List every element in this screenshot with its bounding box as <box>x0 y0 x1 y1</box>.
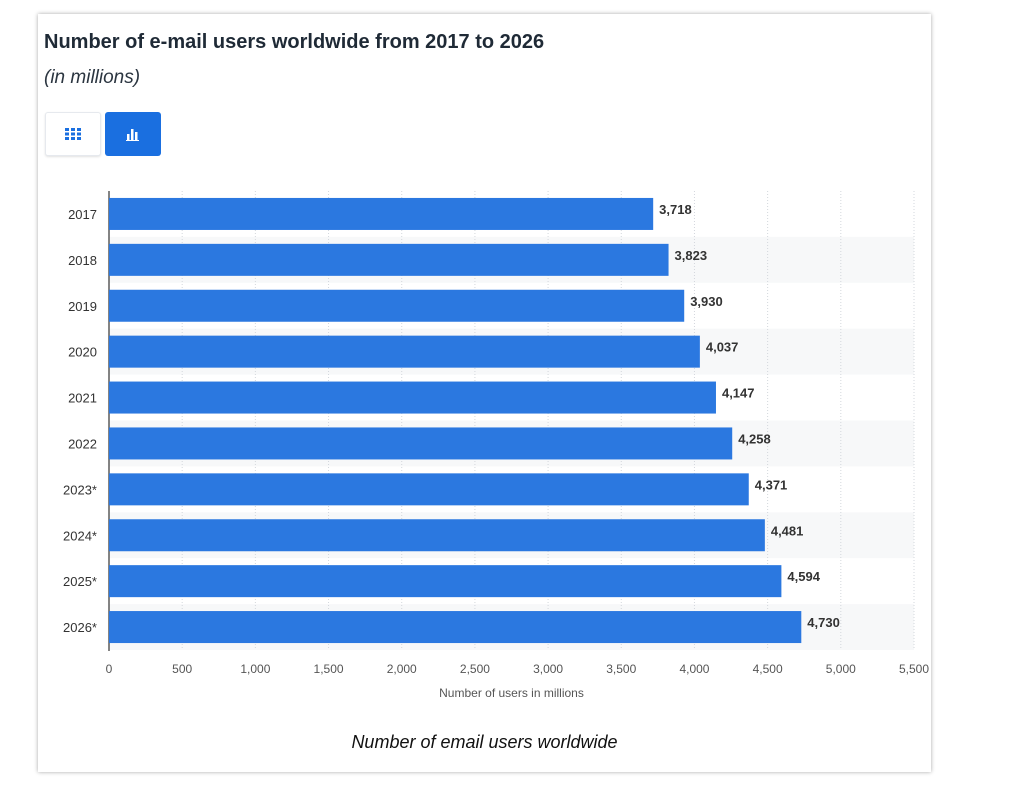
category-label: 2025* <box>63 574 97 589</box>
bar <box>109 197 654 230</box>
chart-card: Number of e-mail users worldwide from 20… <box>38 14 931 772</box>
x-tick-label: 0 <box>106 662 113 676</box>
bar <box>109 289 685 322</box>
value-label: 4,147 <box>722 386 755 401</box>
bar-chart: 2017 3,718 2018 3,823 2019 3,930 2020 4,037 2021… <box>63 191 929 700</box>
value-label: 3,823 <box>675 248 708 263</box>
x-axis-title: Number of users in millions <box>439 686 584 700</box>
category-label: 2024* <box>63 528 97 543</box>
category-label: 2017 <box>68 207 97 222</box>
x-tick-label: 500 <box>172 662 192 676</box>
figure-caption: Number of email users worldwide <box>351 732 618 752</box>
bar <box>109 565 782 598</box>
chart-view-button[interactable] <box>105 112 161 156</box>
bar <box>109 473 749 506</box>
x-tick-label: 5,500 <box>899 662 929 676</box>
value-label: 3,718 <box>659 202 692 217</box>
category-label: 2022 <box>68 436 97 451</box>
bar <box>109 427 733 460</box>
bar <box>109 243 669 276</box>
value-label: 3,930 <box>690 294 723 309</box>
value-label: 4,037 <box>706 340 739 355</box>
x-tick-label: 4,000 <box>679 662 709 676</box>
bar-chart-icon <box>126 128 139 141</box>
chart-subtitle: (in millions) <box>44 67 141 88</box>
x-tick-label: 3,000 <box>533 662 563 676</box>
x-tick-label: 1,500 <box>314 662 344 676</box>
category-label: 2019 <box>68 299 97 314</box>
x-tick-label: 5,000 <box>826 662 856 676</box>
value-label: 4,258 <box>738 431 771 446</box>
x-tick-label: 2,000 <box>387 662 417 676</box>
x-tick-label: 1,000 <box>240 662 270 676</box>
value-label: 4,481 <box>771 523 804 538</box>
grid-icon <box>65 128 81 140</box>
category-label: 2021 <box>68 391 97 406</box>
category-label: 2023* <box>63 482 97 497</box>
x-tick-label: 2,500 <box>460 662 490 676</box>
value-label: 4,594 <box>787 569 820 584</box>
chart-title: Number of e-mail users worldwide from 20… <box>44 31 545 53</box>
x-tick-label: 3,500 <box>606 662 636 676</box>
table-view-button[interactable] <box>45 112 101 156</box>
category-label: 2026* <box>63 620 97 635</box>
bar <box>109 381 716 414</box>
bar <box>109 335 700 368</box>
bar <box>109 519 765 552</box>
bar <box>109 611 802 644</box>
x-tick-label: 4,500 <box>753 662 783 676</box>
category-label: 2018 <box>68 253 97 268</box>
value-label: 4,371 <box>755 477 788 492</box>
value-label: 4,730 <box>807 615 840 630</box>
category-label: 2020 <box>68 345 97 360</box>
